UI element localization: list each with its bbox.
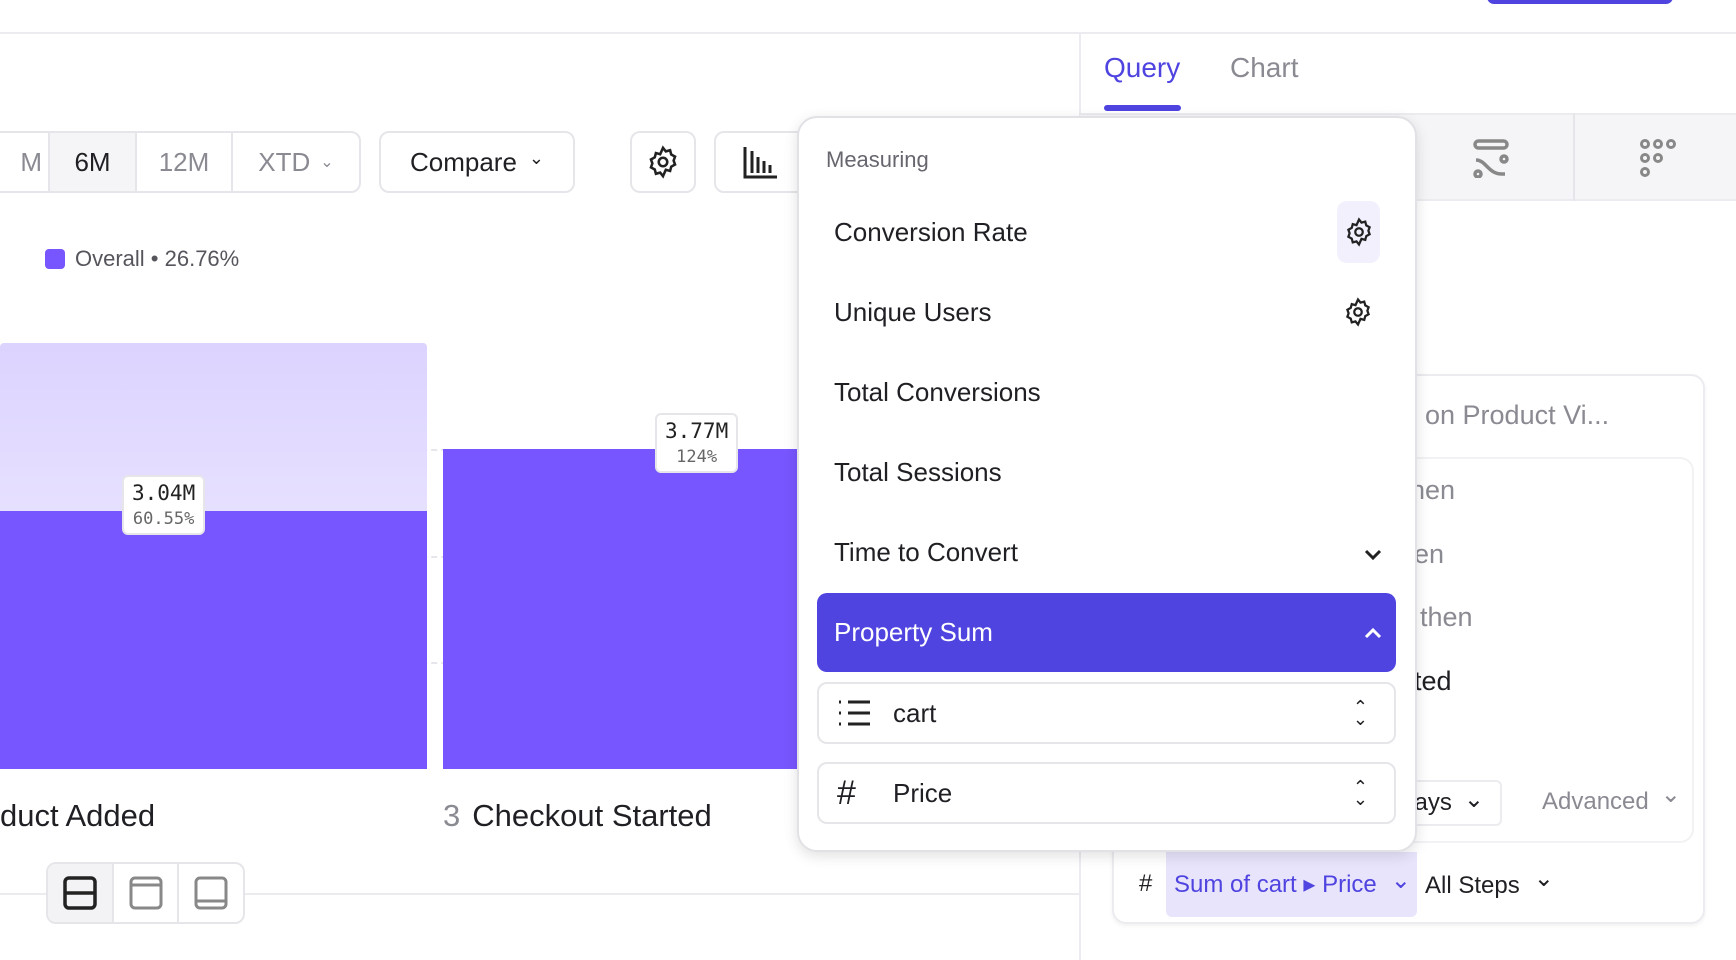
bar bbox=[443, 448, 797, 769]
property-value: Price bbox=[893, 777, 953, 808]
advanced-label: Advanced bbox=[1542, 788, 1649, 815]
menu-item-property-sum[interactable]: Property Sum bbox=[817, 593, 1396, 672]
property-list-value: cart bbox=[893, 697, 937, 728]
gear-icon bbox=[1345, 297, 1371, 327]
chevron-down-icon: ⌄ bbox=[1390, 867, 1411, 894]
step-row[interactable]: then bbox=[1420, 602, 1473, 632]
date-range-selector: M 6M 12M XTD ⌄ bbox=[0, 131, 361, 193]
advanced-button[interactable]: Advanced ⌄ bbox=[1542, 781, 1681, 816]
bar bbox=[0, 510, 427, 769]
step-row[interactable]: hen bbox=[1410, 475, 1456, 505]
steps-label: All Steps bbox=[1425, 872, 1520, 899]
primary-button[interactable] bbox=[1487, 0, 1673, 4]
menu-item-unique-users[interactable]: Unique Users bbox=[834, 297, 992, 327]
bar-chart-icon bbox=[743, 147, 777, 179]
compare-label: Compare bbox=[409, 146, 517, 177]
bar-value-tooltip: 3.77M 124% bbox=[655, 412, 739, 473]
bar-percent-label: 60.55% bbox=[132, 508, 195, 529]
step-label-3: 3 Checkout Started bbox=[443, 798, 712, 834]
range-1m[interactable]: M bbox=[0, 133, 50, 191]
xtd-label: XTD bbox=[258, 146, 311, 177]
chevron-down-icon: ⌄ bbox=[1463, 785, 1484, 813]
bar-value-label: 3.04M bbox=[132, 480, 196, 505]
legend: Overall • 26.76% bbox=[45, 246, 239, 272]
step-number: 3 bbox=[443, 798, 461, 833]
updown-chevron-icon: ⌃ ⌄ bbox=[1352, 777, 1368, 809]
tab-query[interactable]: Query bbox=[1104, 52, 1181, 83]
compare-button[interactable]: Compare ⌄ bbox=[379, 131, 575, 193]
bottom-divider bbox=[0, 893, 1079, 895]
hash-icon: # bbox=[1139, 870, 1153, 897]
bottom-panel-icon bbox=[194, 876, 228, 910]
conversion-rate-settings[interactable] bbox=[1337, 201, 1380, 263]
list-icon bbox=[839, 700, 870, 726]
menu-item-total-sessions[interactable]: Total Sessions bbox=[834, 457, 1002, 487]
flows-tab[interactable] bbox=[1472, 138, 1510, 183]
bar-value-tooltip: 3.04M 60.55% bbox=[122, 474, 206, 535]
menu-item-time-to-convert[interactable]: Time to Convert bbox=[834, 537, 1018, 567]
legend-label: Overall • 26.76% bbox=[75, 246, 240, 271]
measure-label: Sum of cart ▸ Price bbox=[1174, 871, 1377, 898]
dropdown-heading: Measuring bbox=[826, 147, 929, 172]
chevron-down-icon bbox=[1364, 549, 1382, 561]
top-panel-icon bbox=[129, 876, 162, 910]
split-view-icon bbox=[63, 876, 97, 910]
card-title[interactable]: on Product Vi... bbox=[1425, 400, 1610, 430]
settings-button[interactable] bbox=[630, 131, 696, 193]
menu-item-conversion-rate[interactable]: Conversion Rate bbox=[834, 217, 1028, 247]
updown-chevron-icon: ⌃ ⌄ bbox=[1352, 697, 1368, 729]
top-bar-divider bbox=[0, 32, 1736, 34]
tab-query-underline bbox=[1104, 105, 1181, 111]
bottom-panel-button[interactable] bbox=[179, 864, 243, 922]
unique-users-settings[interactable] bbox=[1343, 297, 1373, 332]
step-label-1: duct Added bbox=[0, 798, 155, 834]
step-row[interactable]: en bbox=[1414, 539, 1445, 569]
grid-dots-icon bbox=[1640, 139, 1676, 177]
view-toggle bbox=[46, 862, 245, 924]
top-panel-button[interactable] bbox=[114, 864, 180, 922]
split-view-button[interactable] bbox=[48, 864, 114, 922]
menu-item-total-conversions[interactable]: Total Conversions bbox=[834, 377, 1041, 407]
range-12m[interactable]: 12M bbox=[137, 133, 233, 191]
grid-tab[interactable] bbox=[1639, 138, 1677, 183]
flows-icon bbox=[1473, 139, 1509, 179]
range-xtd[interactable]: XTD ⌄ bbox=[233, 133, 359, 191]
hash-icon: # bbox=[837, 773, 856, 812]
measuring-dropdown bbox=[797, 116, 1417, 852]
bar-percent-label: 124% bbox=[676, 446, 718, 467]
range-6m[interactable]: 6M bbox=[50, 133, 137, 191]
legend-swatch bbox=[45, 249, 65, 269]
property-list-select[interactable]: cart ⌃ ⌄ bbox=[817, 682, 1396, 744]
chevron-up-icon bbox=[1364, 627, 1382, 639]
chevron-down-icon: ⌄ bbox=[320, 154, 334, 171]
tab-chart[interactable]: Chart bbox=[1230, 52, 1299, 83]
property-select[interactable]: # Price ⌃ ⌄ bbox=[817, 762, 1396, 824]
bar-value-label: 3.77M bbox=[665, 418, 729, 443]
measure-selector[interactable]: Sum of cart ▸ Price ⌄ bbox=[1166, 852, 1417, 917]
step-name: duct Added bbox=[0, 798, 156, 833]
icon-tab-divider bbox=[1573, 113, 1575, 201]
steps-selector[interactable]: All Steps ⌄ bbox=[1425, 865, 1554, 900]
chevron-down-icon: ⌄ bbox=[1533, 865, 1554, 892]
chevron-down-icon: ⌄ bbox=[1660, 781, 1681, 808]
step-row[interactable]: ted bbox=[1414, 666, 1452, 696]
gear-icon bbox=[649, 145, 677, 179]
chevron-down-icon: ⌄ bbox=[528, 147, 545, 168]
property-sum-label: Property Sum bbox=[834, 617, 993, 647]
step-name: Checkout Started bbox=[472, 798, 712, 833]
gear-icon bbox=[1346, 217, 1371, 247]
